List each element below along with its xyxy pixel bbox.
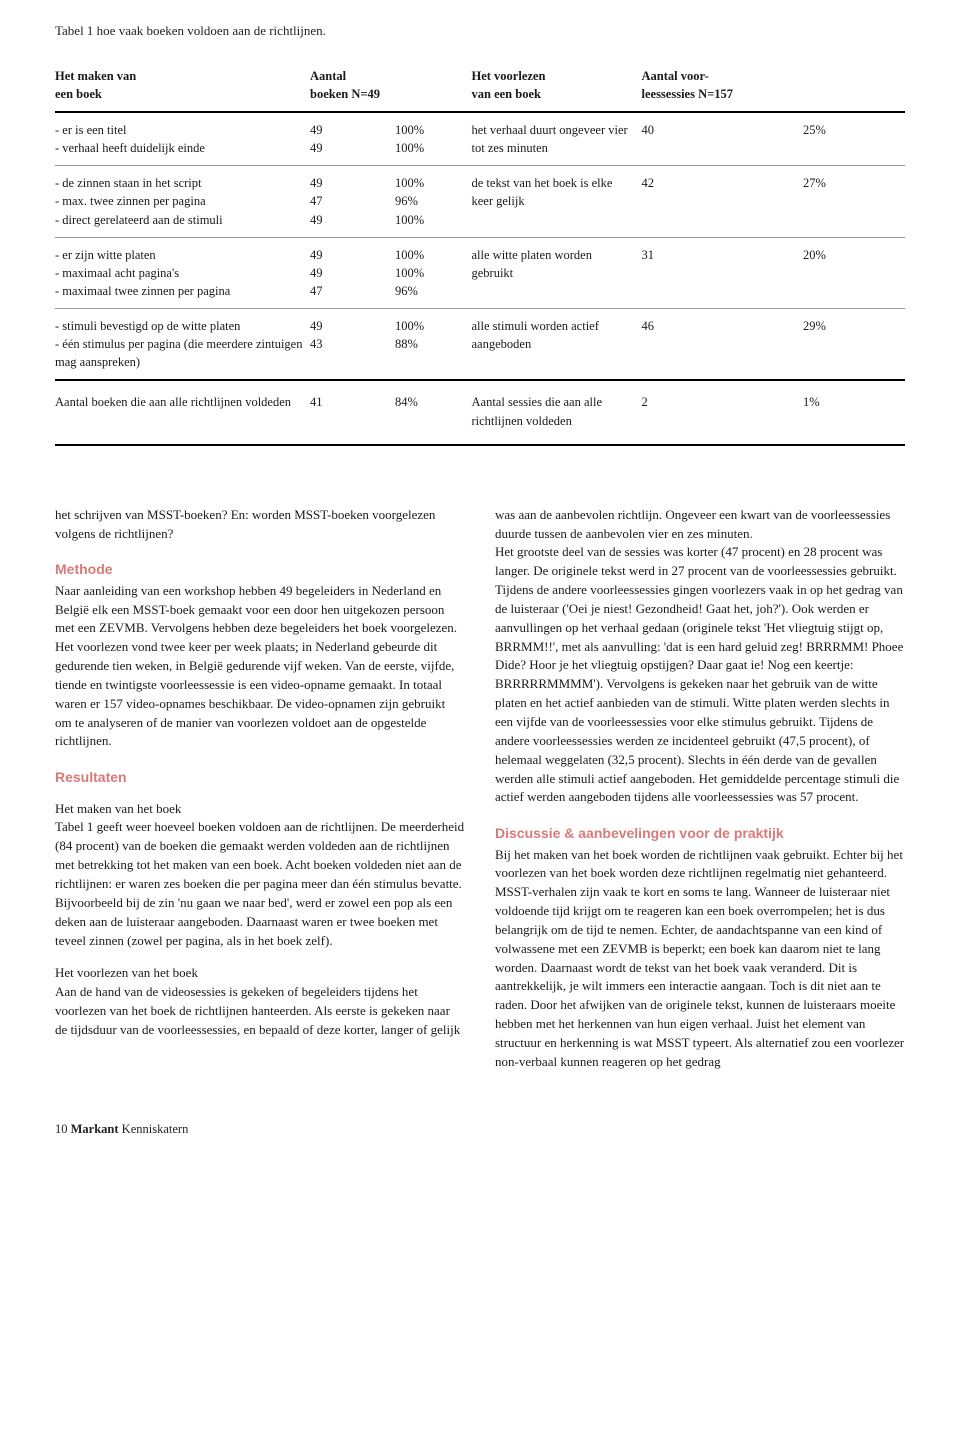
page-footer: 10 Markant Kenniskatern — [55, 1120, 905, 1138]
heading-discussie: Discussie & aanbevelingen voor de prakti… — [495, 823, 905, 843]
header-col-4: Het voorlezenvan een boek — [472, 59, 642, 112]
header-col-2: Aantalboeken N=49 — [310, 59, 395, 112]
resultaten-p3: Het grootste deel van de sessies was kor… — [495, 543, 905, 807]
cell: - stimuli bevestigd op de witte platen -… — [55, 309, 310, 381]
cell: 42 — [642, 166, 804, 237]
table-row-summary: Aantal boeken die aan alle richtlijnen v… — [55, 380, 905, 444]
cell: alle witte platen worden gebruikt — [472, 237, 642, 308]
cell: - er is een titel - verhaal heeft duidel… — [55, 112, 310, 166]
resultaten-p1: Tabel 1 geeft weer hoeveel boeken voldoe… — [55, 818, 465, 950]
intro-paragraph: het schrijven van MSST-boeken? En: worde… — [55, 506, 465, 544]
discussie-paragraph: Bij het maken van het boek worden de ric… — [495, 846, 905, 1072]
footer-bold: Markant — [71, 1122, 119, 1136]
page-number: 10 — [55, 1122, 68, 1136]
cell: 40 — [642, 112, 804, 166]
heading-resultaten: Resultaten — [55, 767, 465, 787]
cell: de tekst van het boek is elke keer gelij… — [472, 166, 642, 237]
cell: 29% — [803, 309, 905, 381]
cell: 1% — [803, 380, 905, 444]
table-row: - stimuli bevestigd op de witte platen -… — [55, 309, 905, 381]
subhead-voorlezen: Het voorlezen van het boek — [55, 964, 465, 983]
table-row: - er is een titel - verhaal heeft duidel… — [55, 112, 905, 166]
cell: - er zijn witte platen - maximaal acht p… — [55, 237, 310, 308]
cell: 20% — [803, 237, 905, 308]
cell: 27% — [803, 166, 905, 237]
cell: Aantal sessies die aan alle richtlijnen … — [472, 380, 642, 444]
cell: het verhaal duurt ongeveer vier tot zes … — [472, 112, 642, 166]
heading-methode: Methode — [55, 559, 465, 579]
footer-rest: Kenniskatern — [119, 1122, 189, 1136]
table-caption: Tabel 1 hoe vaak boeken voldoen aan de r… — [55, 22, 905, 41]
cell: Aantal boeken die aan alle richtlijnen v… — [55, 380, 310, 444]
cell: 100% 96% 100% — [395, 166, 472, 237]
cell: 100% 100% 96% — [395, 237, 472, 308]
header-col-5: Aantal voor-leessessies N=157 — [642, 59, 804, 112]
cell: 49 43 — [310, 309, 395, 381]
cell: 41 — [310, 380, 395, 444]
cell: alle stimuli worden actief aangeboden — [472, 309, 642, 381]
cell: 46 — [642, 309, 804, 381]
cell: 100% 100% — [395, 112, 472, 166]
cell: - de zinnen staan in het script - max. t… — [55, 166, 310, 237]
methode-paragraph: Naar aanleiding van een workshop hebben … — [55, 582, 465, 752]
subhead-maken: Het maken van het boek — [55, 800, 465, 819]
cell: 49 49 47 — [310, 237, 395, 308]
data-table: Het maken vaneen boek Aantalboeken N=49 … — [55, 59, 905, 446]
cell: 100% 88% — [395, 309, 472, 381]
header-col-1: Het maken vaneen boek — [55, 59, 310, 112]
table-row: - er zijn witte platen - maximaal acht p… — [55, 237, 905, 308]
header-col-3 — [395, 59, 472, 112]
cell: 31 — [642, 237, 804, 308]
cell: 84% — [395, 380, 472, 444]
body-columns: het schrijven van MSST-boeken? En: worde… — [55, 506, 905, 1072]
cell: 25% — [803, 112, 905, 166]
cell: 49 47 49 — [310, 166, 395, 237]
table-row: - de zinnen staan in het script - max. t… — [55, 166, 905, 237]
header-col-6 — [803, 59, 905, 112]
cell: 2 — [642, 380, 804, 444]
cell: 49 49 — [310, 112, 395, 166]
